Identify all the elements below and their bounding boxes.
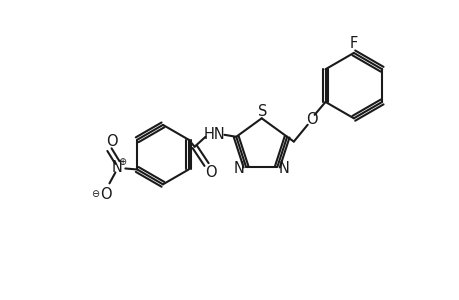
Text: HN: HN [203, 127, 225, 142]
Text: F: F [349, 37, 357, 52]
Text: O: O [204, 165, 216, 180]
Text: N: N [278, 161, 289, 176]
Text: N: N [233, 161, 244, 176]
Text: N: N [112, 160, 123, 175]
Text: O: O [100, 187, 111, 202]
Text: ⊕: ⊕ [118, 157, 126, 166]
Text: S: S [257, 104, 267, 119]
Text: O: O [106, 134, 117, 149]
Text: ⊖: ⊖ [91, 189, 100, 199]
Text: O: O [305, 112, 317, 127]
